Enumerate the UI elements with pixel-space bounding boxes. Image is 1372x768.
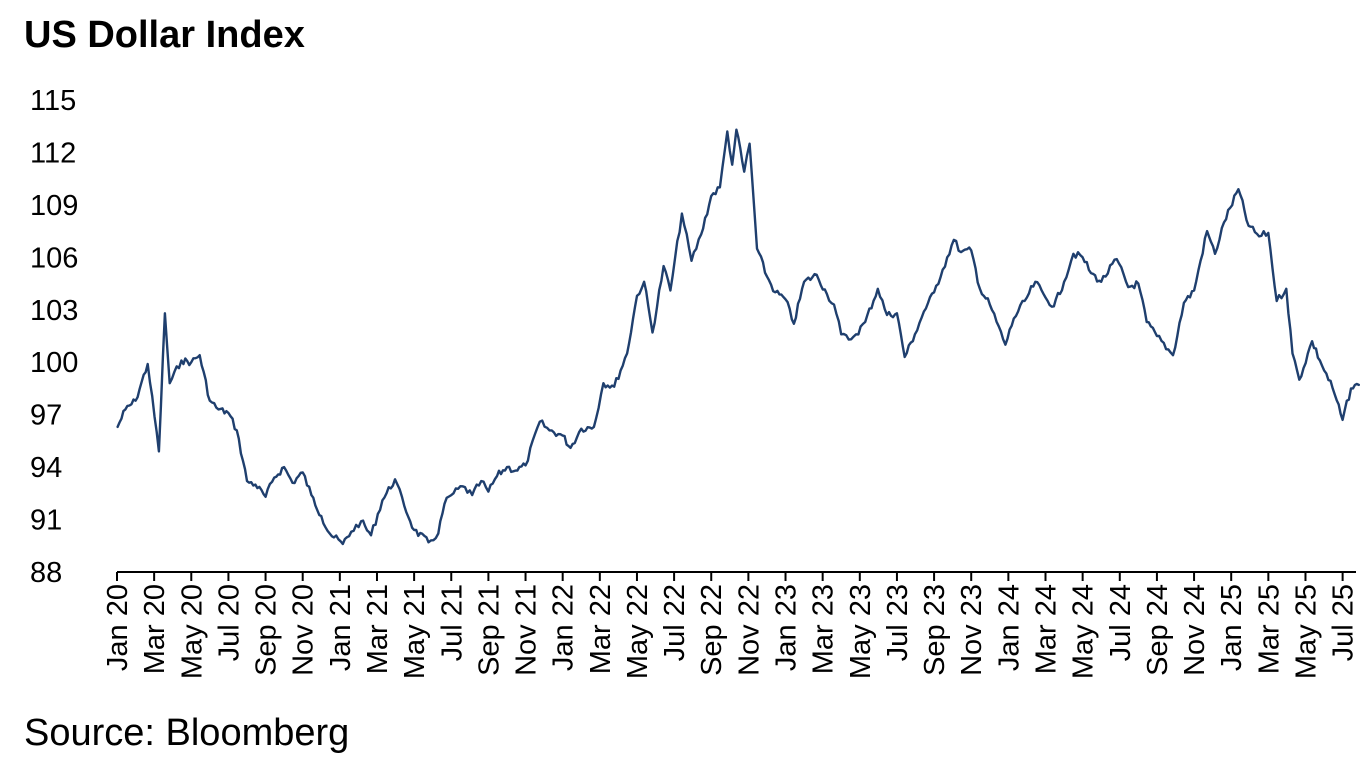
x-tick-label: Jul 24 (1105, 584, 1137, 661)
y-tick-label: 115 (30, 85, 76, 117)
x-tick-label: Sep 22 (696, 584, 728, 676)
x-tick-label: Jan 21 (325, 584, 357, 671)
x-tick-label: Jul 21 (436, 584, 468, 661)
x-tick-label: Sep 23 (919, 584, 951, 676)
y-tick-label: 91 (30, 505, 62, 537)
x-tick-label: Jul 23 (882, 584, 914, 661)
x-tick-label: May 22 (622, 584, 654, 679)
x-tick-label: Sep 20 (251, 584, 283, 676)
y-tick-label: 106 (30, 242, 78, 274)
x-tick-label: Jan 23 (771, 584, 803, 671)
x-tick-label: Mar 23 (808, 584, 840, 674)
chart-source-note: Source: Bloomberg (24, 712, 350, 754)
x-tick-label: Jan 20 (102, 584, 134, 671)
y-tick-label: 109 (30, 190, 78, 222)
chart-title: US Dollar Index (24, 14, 305, 56)
x-tick-label: Nov 21 (511, 584, 543, 676)
x-tick-label: May 21 (399, 584, 431, 679)
y-tick-label: 100 (30, 347, 78, 379)
y-tick-label: 103 (30, 295, 78, 327)
x-tick-label: Nov 20 (288, 584, 320, 676)
x-tick-label: Nov 23 (956, 584, 988, 676)
x-tick-label: Jan 24 (993, 584, 1025, 671)
x-tick-label: Mar 22 (585, 584, 617, 674)
x-tick-label: Sep 21 (473, 584, 505, 676)
x-tick-label: May 20 (176, 584, 208, 679)
x-axis-tick-labels: Jan 20 Mar 20 May 20 Jul 20 Sep 20 Nov 20 Jan … (102, 584, 1360, 679)
x-tick-label: Mar 24 (1031, 584, 1063, 674)
x-tick-label: Mar 25 (1253, 584, 1285, 674)
x-tick-label: Sep 24 (1142, 584, 1174, 676)
x-tick-label: Jul 25 (1328, 584, 1360, 661)
x-tick-label: May 25 (1290, 584, 1322, 679)
x-tick-label: Nov 22 (733, 584, 765, 676)
y-tick-label: 112 (30, 137, 76, 169)
x-axis-tick-marks (116, 572, 1344, 581)
y-axis-tick-labels: 88 91 94 97 100 103 106 109 112 115 (30, 85, 78, 589)
x-tick-label: Jan 22 (548, 584, 580, 671)
x-tick-label: Nov 24 (1179, 584, 1211, 676)
x-tick-label: Jul 22 (659, 584, 691, 661)
x-tick-label: Jan 25 (1216, 584, 1248, 671)
y-tick-label: 97 (30, 400, 62, 432)
series-line-dxy (116, 128, 1360, 546)
x-tick-label: May 23 (845, 584, 877, 679)
x-tick-label: May 24 (1068, 584, 1100, 679)
x-tick-label: Jul 20 (213, 584, 245, 661)
x-tick-label: Mar 20 (139, 584, 171, 674)
y-tick-label: 88 (30, 557, 62, 589)
x-tick-label: Mar 21 (362, 584, 394, 674)
y-tick-label: 94 (30, 452, 62, 484)
